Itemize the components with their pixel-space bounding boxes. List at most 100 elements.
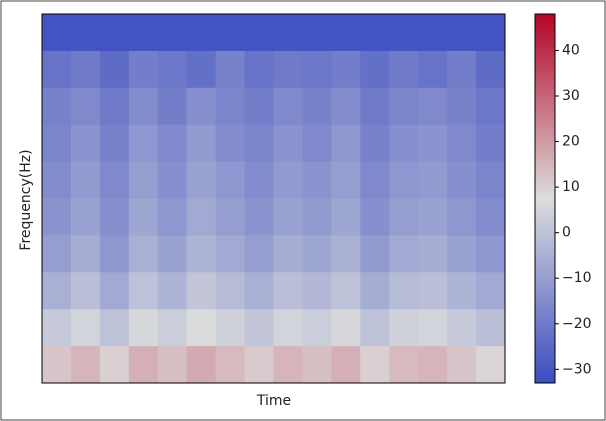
heatmap-cell xyxy=(389,124,419,163)
heatmap-cell xyxy=(70,161,101,199)
heatmap-cell xyxy=(128,235,159,273)
heatmap-cell xyxy=(389,346,419,384)
heatmap-cell xyxy=(186,346,217,384)
heatmap-cell xyxy=(186,161,217,199)
heatmap-cell xyxy=(42,346,72,384)
heatmap-cell xyxy=(186,198,217,236)
plot-border xyxy=(41,13,506,384)
heatmap-cell xyxy=(476,14,506,52)
heatmap-cell xyxy=(186,124,217,163)
heatmap-cell xyxy=(302,124,332,163)
heatmap-cell xyxy=(447,124,477,163)
heatmap-cell xyxy=(186,14,217,52)
heatmap-cell xyxy=(331,346,361,384)
heatmap-cell xyxy=(99,198,130,236)
heatmap-cell xyxy=(447,14,477,52)
heatmap-cell xyxy=(99,346,130,384)
heatmap-cell xyxy=(157,346,188,384)
heatmap-cell xyxy=(418,50,448,89)
heatmap-cell xyxy=(360,124,390,163)
colorbar-tick-label: −10 xyxy=(562,270,592,286)
heatmap-cell xyxy=(42,309,72,347)
heatmap-cell xyxy=(389,272,419,310)
heatmap-cell xyxy=(128,87,159,126)
heatmap-cell xyxy=(273,272,303,310)
heatmap-cell xyxy=(360,272,390,310)
heatmap-cell xyxy=(157,198,188,236)
heatmap-cell xyxy=(99,272,130,310)
heatmap-cell xyxy=(418,309,448,347)
heatmap-cell xyxy=(418,14,448,52)
heatmap-cell xyxy=(476,124,506,163)
heatmap-cell xyxy=(70,124,101,163)
heatmap-cell xyxy=(99,87,130,126)
heatmap-cell xyxy=(128,272,159,310)
heatmap-cell xyxy=(244,50,274,89)
heatmap-cell xyxy=(157,14,188,52)
heatmap-cell xyxy=(186,87,217,126)
heatmap-cell xyxy=(331,235,361,273)
heatmap-cell xyxy=(360,309,390,347)
heatmap-cell xyxy=(418,272,448,310)
heatmap-cell xyxy=(476,309,506,347)
heatmap-cell xyxy=(418,87,448,126)
heatmap-cell xyxy=(273,124,303,163)
heatmap-cell xyxy=(215,346,246,384)
heatmap-cell xyxy=(215,87,246,126)
heatmap-cell xyxy=(42,124,72,163)
heatmap-cell xyxy=(215,198,246,236)
heatmap-cell xyxy=(389,235,419,273)
heatmap-cell xyxy=(418,235,448,273)
y-axis-label: Frequency(Hz) xyxy=(18,149,34,250)
heatmap-cell xyxy=(244,198,274,236)
heatmap-cell xyxy=(447,346,477,384)
heatmap-cell xyxy=(157,309,188,347)
heatmap-cell xyxy=(476,198,506,236)
heatmap-cell xyxy=(99,161,130,199)
heatmap-cell xyxy=(360,198,390,236)
heatmap-cell xyxy=(157,50,188,89)
heatmap-cell xyxy=(389,161,419,199)
heatmap-cell xyxy=(389,50,419,89)
heatmap-cell xyxy=(331,161,361,199)
heatmap-cell xyxy=(244,161,274,199)
heatmap-cell xyxy=(99,50,130,89)
heatmap-cell xyxy=(302,272,332,310)
heatmap-cell xyxy=(302,50,332,89)
heatmap-cell xyxy=(302,235,332,273)
heatmap-cell xyxy=(389,87,419,126)
heatmap-cell xyxy=(476,161,506,199)
heatmap-cell xyxy=(186,235,217,273)
heatmap-cell xyxy=(244,87,274,126)
heatmap-cell xyxy=(99,14,130,52)
heatmap-cell xyxy=(42,87,72,126)
heatmap-cell xyxy=(42,198,72,236)
heatmap-cell xyxy=(418,161,448,199)
heatmap-cell xyxy=(476,272,506,310)
heatmap-cell xyxy=(302,161,332,199)
heatmap-cell xyxy=(273,235,303,273)
colorbar-tick-label: −30 xyxy=(562,361,592,377)
heatmap-cell xyxy=(360,87,390,126)
heatmap-cell xyxy=(244,272,274,310)
heatmap-cell xyxy=(42,161,72,199)
heatmap-cell xyxy=(128,346,159,384)
heatmap-cell xyxy=(389,309,419,347)
x-axis-label: Time xyxy=(256,393,291,409)
heatmap-cell xyxy=(186,50,217,89)
heatmap-cell xyxy=(186,309,217,347)
heatmap-cell xyxy=(215,161,246,199)
heatmap-cell xyxy=(70,87,101,126)
colorbar-tick-label: 20 xyxy=(562,134,580,150)
heatmap-cell xyxy=(70,198,101,236)
heatmap-cell xyxy=(244,309,274,347)
heatmap-cell xyxy=(215,124,246,163)
heatmap-cell xyxy=(244,235,274,273)
heatmap-cell xyxy=(360,235,390,273)
heatmap-cell xyxy=(186,272,217,310)
heatmap-cell xyxy=(244,346,274,384)
heatmap-cell xyxy=(157,87,188,126)
heatmap-cell xyxy=(273,198,303,236)
heatmap-cell xyxy=(447,272,477,310)
heatmap-cell xyxy=(331,87,361,126)
